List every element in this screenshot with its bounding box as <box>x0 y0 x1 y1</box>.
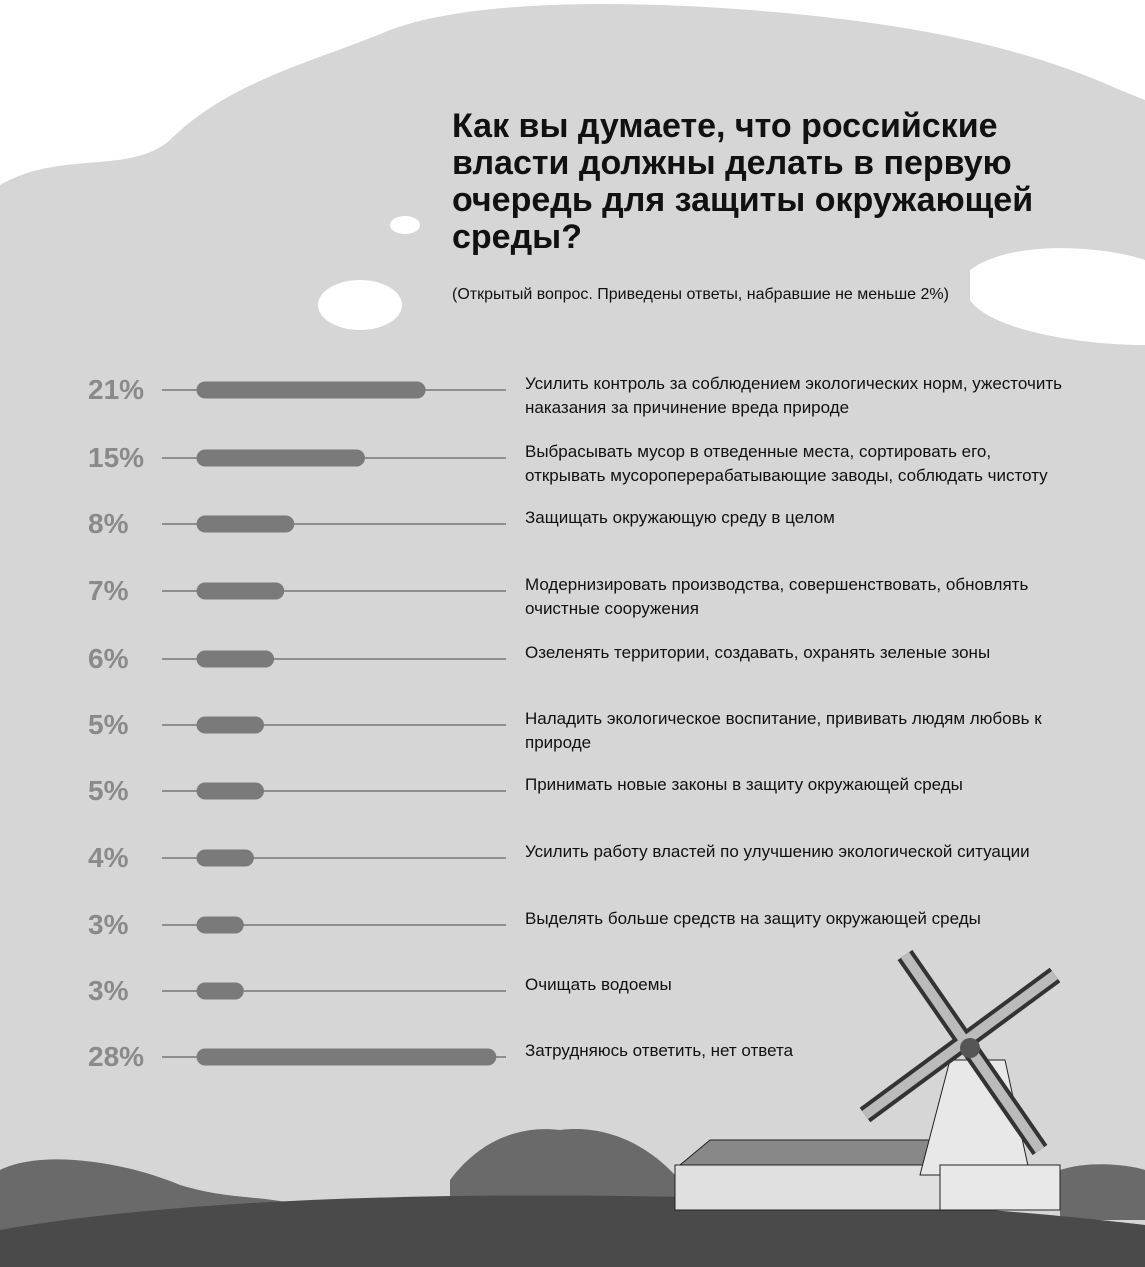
value-label: 15% <box>88 442 145 473</box>
chart-subtitle: (Открытый вопрос. Приведены ответы, набр… <box>452 286 949 303</box>
value-label: 6% <box>88 643 129 674</box>
value-label: 3% <box>88 909 129 940</box>
category-label: Усилить контроль за соблюдением экологич… <box>525 374 1062 417</box>
category-label: Выбрасывать мусор в отведенные места, со… <box>525 442 1048 485</box>
value-label: 4% <box>88 842 129 873</box>
value-label: 5% <box>88 775 129 806</box>
chart-title: Как вы думаете, что российские власти до… <box>452 107 1034 256</box>
category-label: Наладить экологическое воспитание, приви… <box>525 709 1042 752</box>
category-label: Очищать водоемы <box>525 975 672 994</box>
category-label: Модернизировать производства, совершенст… <box>525 575 1029 618</box>
category-label: Принимать новые законы в защиту окружающ… <box>525 775 963 794</box>
value-label: 7% <box>88 575 129 606</box>
category-label: Защищать окружающую среду в целом <box>525 508 835 527</box>
category-label: Выделять больше средств на защиту окружа… <box>525 909 981 928</box>
value-label: 28% <box>88 1041 145 1072</box>
category-label: Усилить работу властей по улучшению экол… <box>525 842 1030 861</box>
value-label: 5% <box>88 709 129 740</box>
value-label: 8% <box>88 508 129 539</box>
value-label: 3% <box>88 975 129 1006</box>
category-label: Затрудняюсь ответить, нет ответа <box>525 1041 794 1060</box>
category-label: Озеленять территории, создавать, охранят… <box>525 643 991 662</box>
value-label: 21% <box>88 374 145 405</box>
